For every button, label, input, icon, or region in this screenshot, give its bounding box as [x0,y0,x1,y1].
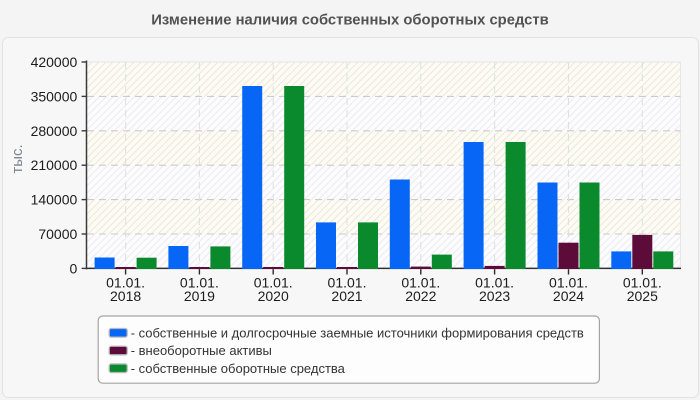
svg-text:280000: 280000 [31,123,78,139]
svg-text:210000: 210000 [31,157,78,173]
svg-text:2020: 2020 [258,288,289,304]
svg-text:01.01.: 01.01. [623,275,662,291]
svg-text:- собственные оборотные средст: - собственные оборотные средства [131,361,346,376]
svg-text:2023: 2023 [479,288,510,304]
svg-text:- внеоборотные активы: - внеоборотные активы [131,343,272,358]
svg-text:0: 0 [70,260,78,276]
svg-text:2019: 2019 [184,288,215,304]
svg-text:01.01.: 01.01. [254,275,293,291]
svg-text:2024: 2024 [553,288,584,304]
svg-text:- собственные и долгосрочные з: - собственные и долгосрочные заемные ист… [131,325,584,340]
svg-text:01.01.: 01.01. [106,275,145,291]
svg-text:2025: 2025 [627,288,658,304]
svg-text:01.01.: 01.01. [180,275,219,291]
svg-text:тыс.: тыс. [9,144,26,173]
svg-text:2018: 2018 [110,288,141,304]
svg-text:01.01.: 01.01. [549,275,588,291]
svg-text:350000: 350000 [31,88,78,104]
svg-text:Изменение наличия собственных: Изменение наличия собственных оборотных … [151,13,548,29]
svg-text:2022: 2022 [405,288,436,304]
svg-text:70000: 70000 [38,226,77,242]
svg-text:01.01.: 01.01. [328,275,367,291]
svg-text:2021: 2021 [331,288,362,304]
svg-text:01.01.: 01.01. [475,275,514,291]
svg-text:140000: 140000 [31,192,78,208]
svg-text:01.01.: 01.01. [401,275,440,291]
svg-text:420000: 420000 [31,54,78,70]
